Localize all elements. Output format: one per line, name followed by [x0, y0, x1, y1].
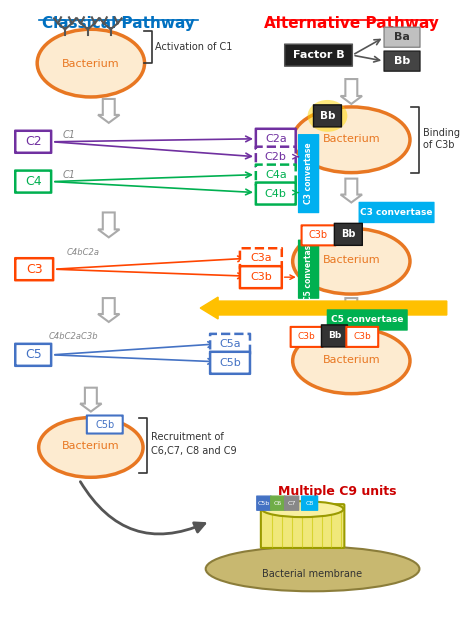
FancyBboxPatch shape: [313, 105, 341, 127]
FancyBboxPatch shape: [346, 327, 378, 347]
Text: C5a: C5a: [219, 339, 241, 349]
FancyBboxPatch shape: [301, 496, 318, 510]
Text: Alternative Pathway: Alternative Pathway: [264, 16, 439, 32]
FancyBboxPatch shape: [210, 352, 250, 374]
Ellipse shape: [292, 228, 410, 294]
Ellipse shape: [37, 29, 145, 97]
Text: Bacterium: Bacterium: [322, 355, 380, 365]
Text: Bb: Bb: [341, 229, 356, 240]
Text: Multiple C9 units: Multiple C9 units: [278, 485, 397, 498]
Text: C5b: C5b: [95, 420, 114, 430]
Text: Bb: Bb: [320, 111, 335, 121]
FancyBboxPatch shape: [384, 27, 420, 47]
FancyBboxPatch shape: [321, 325, 347, 347]
FancyBboxPatch shape: [256, 147, 296, 167]
Text: Bacterium: Bacterium: [62, 441, 119, 451]
Text: C5: C5: [25, 348, 42, 362]
Text: C5b: C5b: [219, 358, 241, 368]
Text: C5 convertase: C5 convertase: [331, 315, 403, 324]
FancyArrow shape: [341, 298, 362, 322]
FancyBboxPatch shape: [15, 258, 53, 280]
Ellipse shape: [262, 501, 343, 517]
Ellipse shape: [39, 418, 143, 477]
Text: C4: C4: [25, 175, 42, 188]
Ellipse shape: [308, 100, 347, 132]
Text: Factor B: Factor B: [293, 50, 344, 60]
FancyBboxPatch shape: [291, 327, 322, 347]
Ellipse shape: [292, 107, 410, 173]
Text: Bb: Bb: [394, 56, 410, 66]
Text: Recruitment of: Recruitment of: [151, 432, 223, 442]
FancyBboxPatch shape: [299, 240, 319, 298]
FancyBboxPatch shape: [256, 164, 296, 185]
Text: C3b: C3b: [354, 332, 371, 341]
Text: C5 convertase: C5 convertase: [304, 240, 313, 301]
FancyBboxPatch shape: [271, 496, 285, 510]
Text: C3b: C3b: [250, 272, 272, 282]
Ellipse shape: [292, 328, 410, 394]
Text: C6: C6: [273, 501, 282, 506]
FancyBboxPatch shape: [15, 344, 51, 366]
FancyBboxPatch shape: [301, 226, 336, 245]
FancyBboxPatch shape: [359, 202, 434, 222]
Text: Bacterial membrane: Bacterial membrane: [263, 569, 363, 579]
Text: Bacterium: Bacterium: [322, 134, 380, 144]
Text: Activation of C1: Activation of C1: [155, 42, 233, 52]
Text: C3b: C3b: [298, 332, 316, 341]
Ellipse shape: [206, 547, 419, 592]
FancyBboxPatch shape: [240, 248, 282, 268]
Text: C4bC2a: C4bC2a: [66, 248, 100, 257]
Text: Bacterium: Bacterium: [322, 255, 380, 265]
Text: C3b: C3b: [309, 230, 328, 240]
Text: C3 convertase: C3 convertase: [360, 208, 432, 217]
Text: C4bC2aC3b: C4bC2aC3b: [48, 332, 98, 341]
Text: C2a: C2a: [265, 134, 287, 144]
Text: C2: C2: [25, 135, 42, 149]
FancyArrow shape: [80, 387, 101, 411]
Text: C6,C7, C8 and C9: C6,C7, C8 and C9: [151, 446, 236, 456]
Text: Binding: Binding: [423, 128, 460, 138]
FancyBboxPatch shape: [285, 496, 299, 510]
FancyBboxPatch shape: [240, 266, 282, 288]
Text: C5b: C5b: [258, 501, 270, 506]
FancyBboxPatch shape: [328, 310, 407, 330]
FancyArrow shape: [98, 99, 119, 123]
FancyBboxPatch shape: [15, 131, 51, 153]
Text: C7: C7: [288, 501, 296, 506]
FancyArrow shape: [341, 79, 362, 104]
FancyArrow shape: [98, 298, 119, 322]
Text: C3 convertase: C3 convertase: [304, 143, 313, 204]
Text: C4b: C4b: [265, 188, 287, 198]
FancyBboxPatch shape: [15, 171, 51, 193]
Text: C3: C3: [26, 263, 43, 276]
FancyBboxPatch shape: [256, 183, 296, 205]
Text: C1: C1: [63, 130, 75, 140]
Text: C3a: C3a: [250, 253, 272, 264]
FancyBboxPatch shape: [87, 415, 123, 434]
FancyBboxPatch shape: [257, 496, 271, 510]
FancyBboxPatch shape: [256, 129, 296, 149]
Text: of C3b: of C3b: [423, 140, 455, 150]
FancyBboxPatch shape: [210, 334, 250, 354]
FancyArrow shape: [98, 212, 119, 238]
Text: Ba: Ba: [394, 32, 410, 42]
Text: C4a: C4a: [265, 169, 287, 179]
Text: Bacterium: Bacterium: [62, 59, 119, 69]
FancyBboxPatch shape: [261, 504, 345, 548]
Text: C2b: C2b: [265, 152, 287, 162]
FancyBboxPatch shape: [334, 223, 362, 245]
Text: C8: C8: [305, 501, 314, 506]
Text: C1: C1: [63, 169, 75, 179]
Text: Classical Pathway: Classical Pathway: [42, 16, 195, 32]
FancyArrow shape: [341, 179, 362, 202]
Text: Bb: Bb: [328, 331, 341, 341]
FancyBboxPatch shape: [285, 44, 352, 66]
FancyBboxPatch shape: [299, 135, 319, 212]
FancyArrow shape: [200, 297, 447, 319]
FancyBboxPatch shape: [384, 51, 420, 71]
